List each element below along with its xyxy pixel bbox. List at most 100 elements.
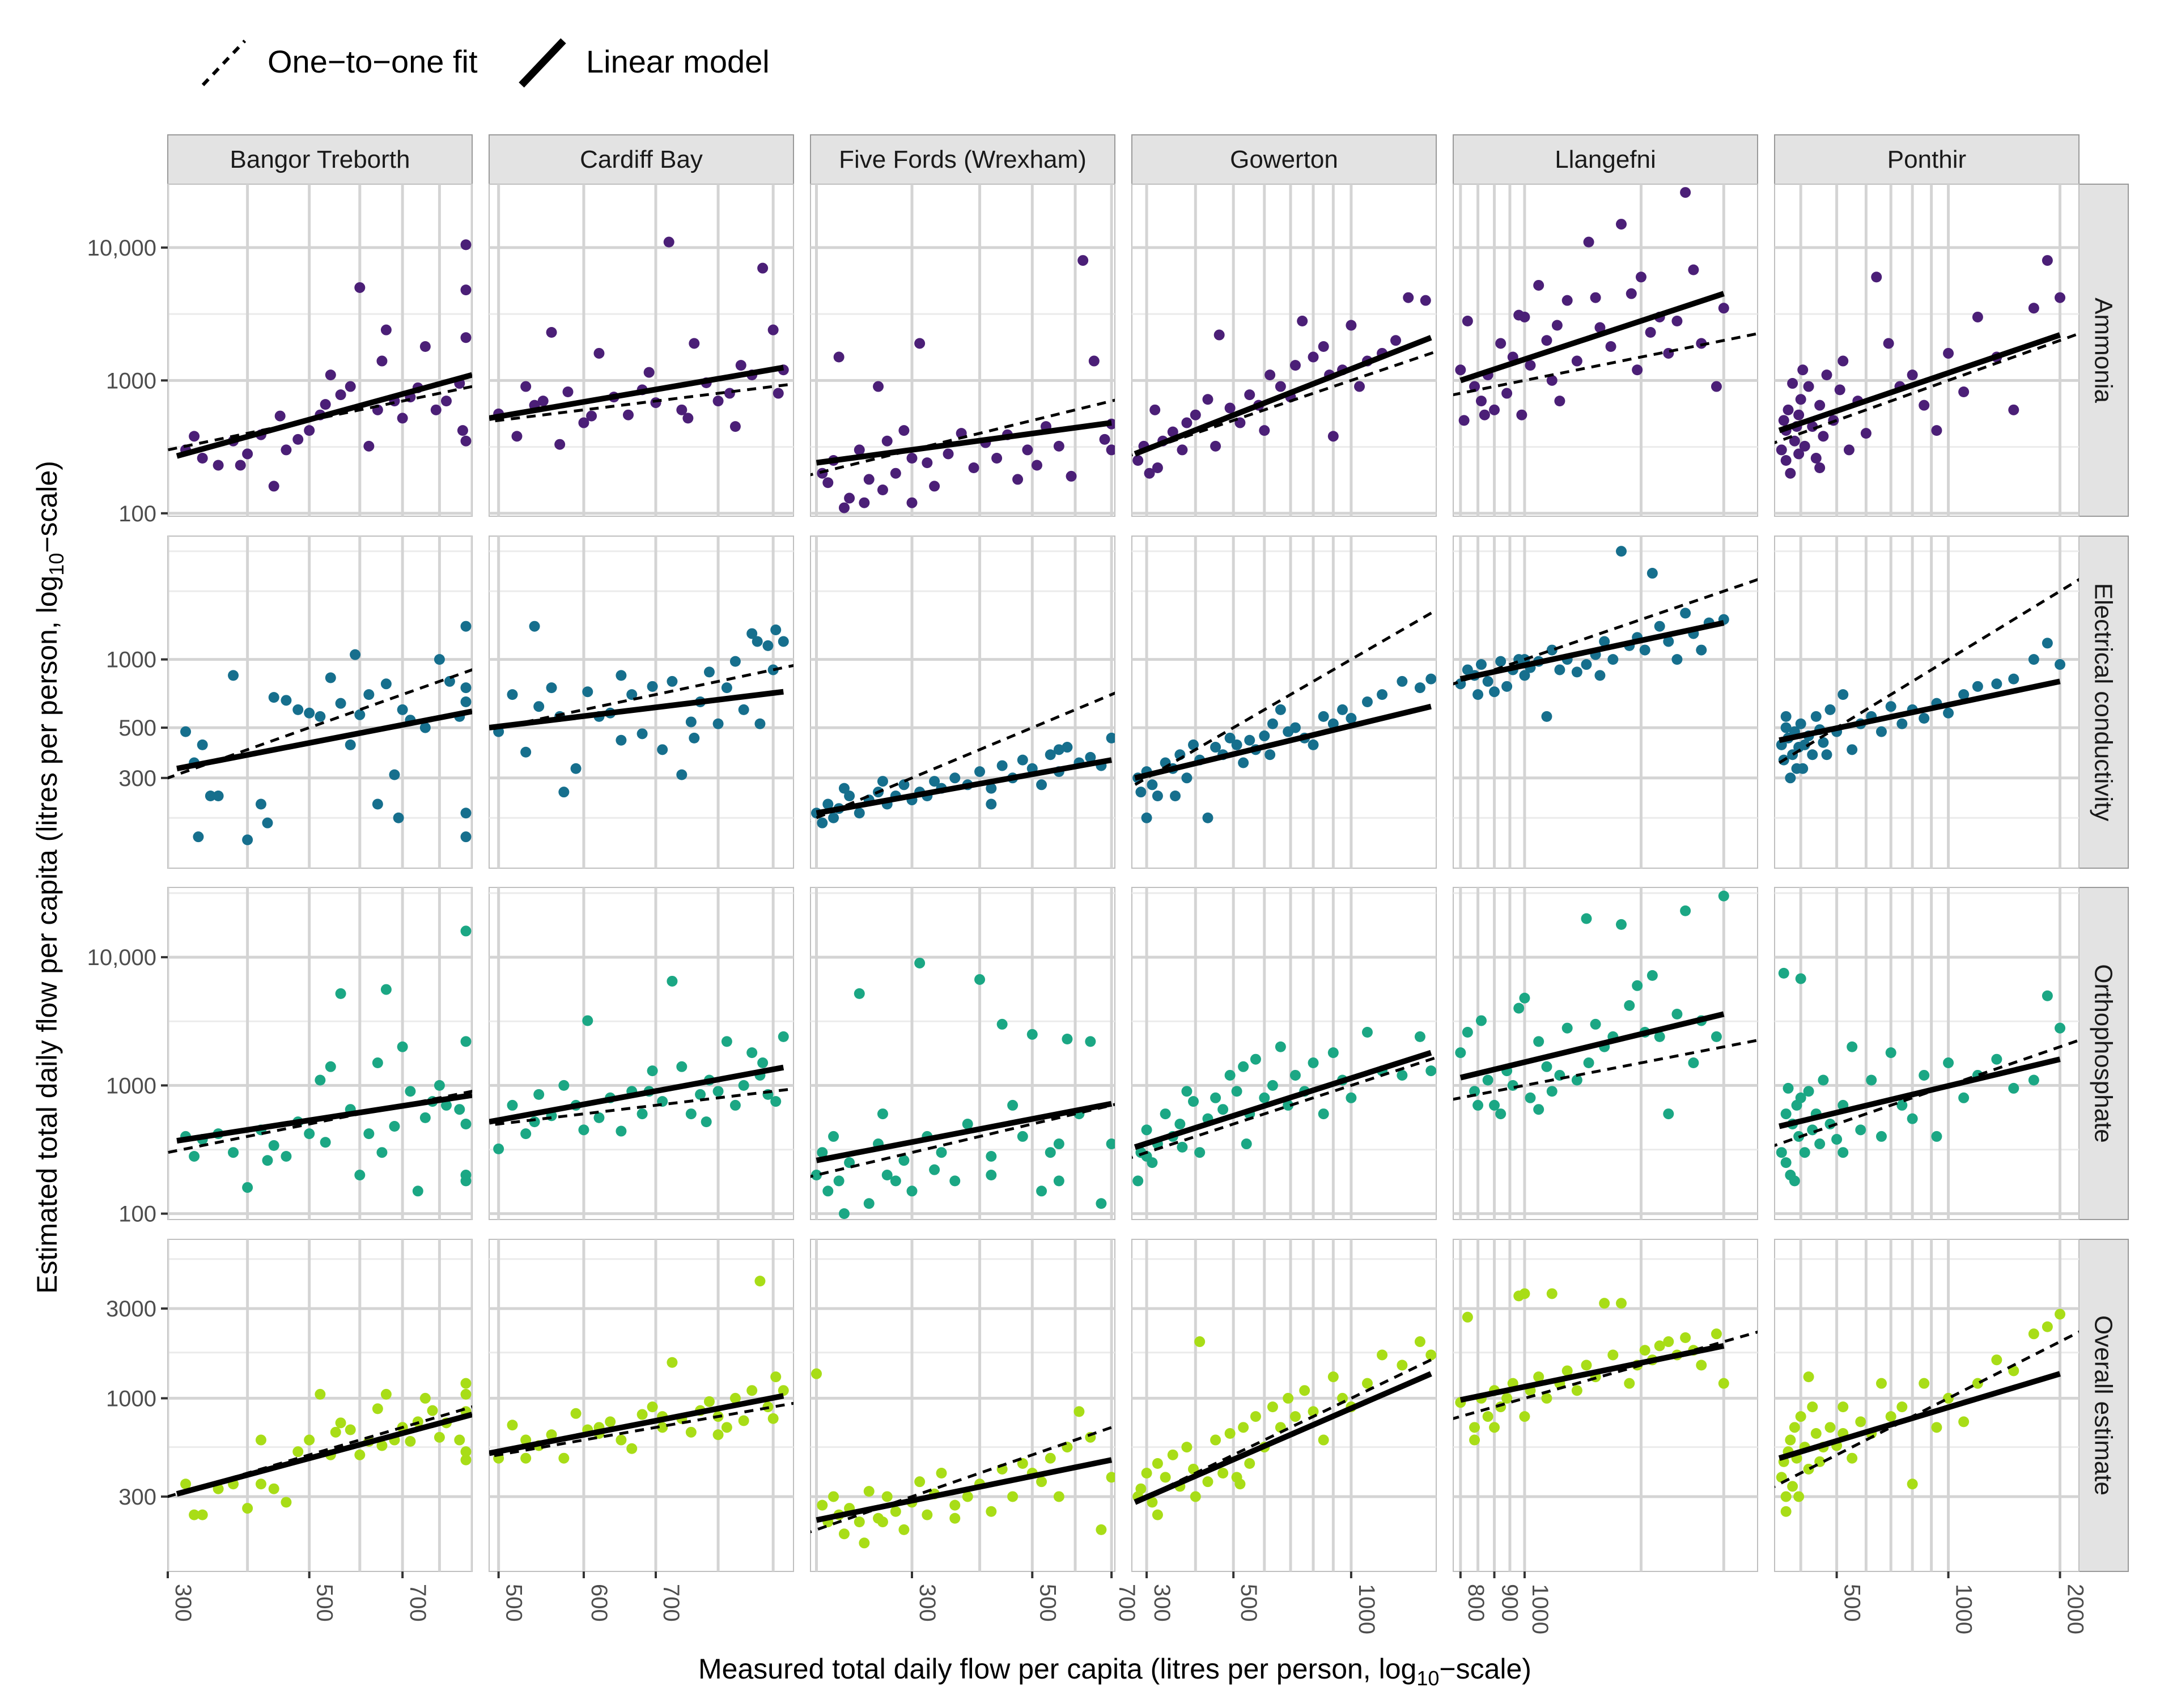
data-point bbox=[444, 675, 455, 687]
strip-ponthir bbox=[1774, 134, 2080, 185]
data-point bbox=[419, 341, 431, 352]
panel-plot-area bbox=[168, 184, 472, 516]
strip-five-fords-wrexham bbox=[810, 134, 1115, 185]
data-point bbox=[1210, 440, 1221, 452]
data-point bbox=[558, 1080, 570, 1091]
data-point bbox=[1718, 303, 1729, 314]
x-axis-title: Measured total daily flow per capita (li… bbox=[698, 1653, 1531, 1690]
data-point bbox=[1838, 689, 1849, 700]
data-point bbox=[1795, 973, 1806, 984]
data-point bbox=[1238, 1422, 1249, 1433]
data-point bbox=[881, 1170, 893, 1181]
data-point bbox=[712, 396, 724, 407]
data-point bbox=[890, 468, 901, 479]
data-point bbox=[636, 728, 648, 740]
data-point bbox=[738, 1415, 749, 1426]
data-point bbox=[1541, 711, 1552, 722]
panel-background bbox=[810, 184, 1115, 517]
linear-model-line bbox=[1459, 291, 1725, 384]
data-point bbox=[520, 1434, 532, 1446]
data-point bbox=[1541, 335, 1552, 346]
panel-background bbox=[1774, 1239, 2080, 1572]
data-point bbox=[511, 431, 523, 442]
data-point bbox=[315, 1074, 326, 1086]
data-point bbox=[1377, 689, 1388, 700]
y-axis-title-subscript: 10 bbox=[45, 553, 68, 576]
data-point bbox=[1327, 1047, 1339, 1059]
data-point bbox=[1475, 659, 1487, 670]
data-point bbox=[1896, 1401, 1908, 1413]
panel-background bbox=[167, 1239, 473, 1572]
data-point bbox=[1885, 1047, 1896, 1059]
data-point bbox=[1132, 1175, 1144, 1187]
data-point bbox=[1783, 404, 1794, 415]
data-point bbox=[1972, 311, 1983, 322]
data-point bbox=[1327, 718, 1339, 729]
data-point bbox=[570, 763, 582, 774]
data-point bbox=[838, 783, 850, 794]
data-point bbox=[1327, 431, 1339, 442]
y-axis-title: Estimated total daily flow per capita (l… bbox=[31, 461, 68, 1294]
data-point bbox=[1688, 264, 1699, 275]
data-point bbox=[1181, 417, 1193, 428]
data-point bbox=[1482, 675, 1493, 687]
data-point bbox=[1896, 718, 1908, 729]
data-point bbox=[1632, 980, 1643, 991]
data-point bbox=[1907, 1113, 1918, 1124]
data-point bbox=[828, 1491, 839, 1502]
data-point bbox=[325, 672, 336, 683]
data-point bbox=[647, 681, 658, 692]
data-point bbox=[1663, 1336, 1674, 1348]
data-point bbox=[460, 831, 472, 843]
data-point bbox=[197, 452, 208, 464]
data-point bbox=[1403, 292, 1414, 303]
data-point bbox=[738, 1080, 749, 1091]
one-to-one-line bbox=[1775, 332, 2079, 444]
data-point bbox=[1624, 1378, 1635, 1389]
data-point bbox=[1671, 654, 1683, 665]
y-tick-label: 500 bbox=[118, 716, 156, 741]
data-point bbox=[762, 640, 774, 651]
linear-model-line bbox=[176, 1412, 472, 1497]
data-point bbox=[1780, 711, 1792, 722]
data-point bbox=[914, 1476, 926, 1488]
data-point bbox=[822, 1186, 834, 1197]
panel-ponthir-orthophosphate bbox=[1774, 887, 2080, 1220]
x-tick-label: 2000 bbox=[2063, 1584, 2088, 1634]
data-point bbox=[1132, 454, 1144, 466]
data-point bbox=[703, 1396, 715, 1407]
data-point bbox=[1414, 1336, 1425, 1348]
data-point bbox=[2008, 1082, 2019, 1094]
y-tick-label: 100 bbox=[118, 502, 156, 526]
one-to-one-line bbox=[168, 1405, 472, 1498]
data-point bbox=[863, 1486, 875, 1497]
data-point bbox=[1096, 1524, 1107, 1535]
data-point bbox=[986, 1506, 997, 1517]
data-point bbox=[1814, 400, 1826, 411]
data-point bbox=[1489, 1099, 1500, 1111]
data-point bbox=[1519, 1411, 1530, 1422]
data-point bbox=[647, 1065, 658, 1077]
data-point bbox=[1036, 1186, 1047, 1197]
data-point bbox=[854, 808, 865, 819]
strip-label-orthophosphate: Orthophosphate bbox=[2090, 964, 2117, 1143]
data-point bbox=[721, 1036, 732, 1047]
y-tick-label: 3000 bbox=[106, 1297, 156, 1322]
data-point bbox=[1346, 1092, 1357, 1103]
data-point bbox=[242, 448, 253, 460]
panel-cardiff-bay-overall-estimate: 500 600 700 bbox=[489, 1239, 794, 1622]
data-point bbox=[1299, 1385, 1310, 1396]
data-point bbox=[1810, 711, 1822, 722]
data-point bbox=[460, 682, 472, 694]
data-point bbox=[1147, 779, 1158, 791]
y-tick-label: 100 bbox=[118, 1202, 156, 1227]
data-point bbox=[1501, 388, 1513, 399]
data-point bbox=[1795, 718, 1806, 729]
one-to-one-line bbox=[1453, 1039, 1758, 1101]
data-point bbox=[1469, 1434, 1480, 1446]
data-point bbox=[1073, 1406, 1085, 1417]
y-axis-title-end: −scale) bbox=[31, 461, 63, 553]
data-point bbox=[1883, 338, 1894, 349]
data-point bbox=[1259, 1092, 1270, 1103]
data-point bbox=[2055, 292, 2066, 303]
